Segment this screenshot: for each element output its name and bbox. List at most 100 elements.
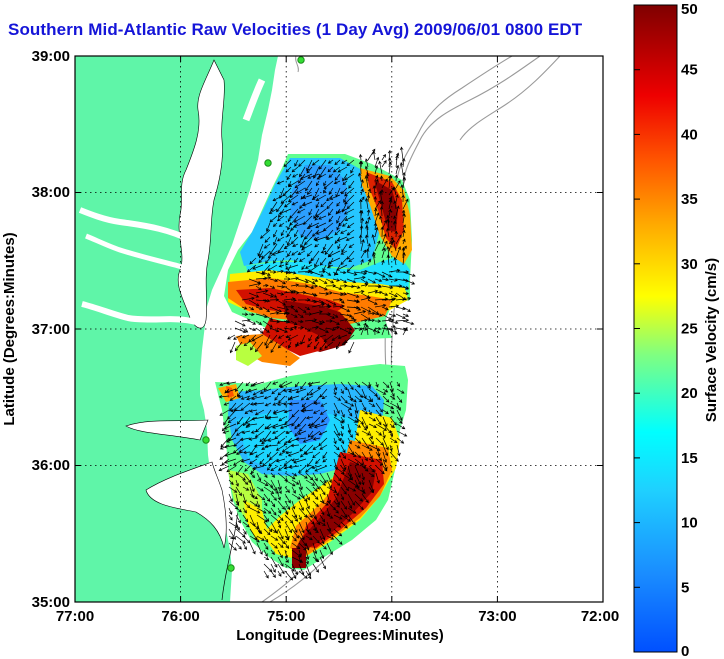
velocity-arrow (340, 437, 345, 445)
velocity-arrow (346, 250, 355, 260)
velocity-arrow (347, 402, 355, 407)
velocity-arrow (381, 292, 389, 296)
velocity-arrow (360, 179, 364, 189)
velocity-arrow (248, 320, 257, 325)
velocity-arrow (227, 416, 237, 424)
velocity-arrow (311, 310, 323, 315)
velocity-arrow (276, 278, 286, 285)
velocity-arrow (251, 416, 265, 421)
velocity-arrow (263, 479, 274, 488)
velocity-arrow (374, 284, 383, 289)
velocity-arrow (263, 486, 275, 495)
velocity-arrow (305, 493, 310, 501)
velocity-arrow (256, 472, 262, 482)
velocity-arrow (325, 319, 334, 323)
velocity-arrow (276, 180, 285, 185)
velocity-arrow (375, 472, 380, 484)
velocity-arrow (241, 306, 248, 310)
velocity-arrow (347, 493, 355, 506)
velocity-arrow (358, 234, 363, 245)
velocity-arrow (395, 180, 401, 189)
velocity-arrow (298, 465, 307, 474)
velocity-arrow (374, 226, 379, 238)
velocity-arrow (305, 556, 309, 565)
velocity-arrow (265, 409, 272, 419)
velocity-arrow (395, 313, 406, 319)
colorbar-tick-label: 5 (681, 579, 689, 596)
velocity-arrow (223, 444, 237, 449)
velocity-arrow (394, 230, 398, 238)
velocity-arrow (259, 458, 265, 465)
velocity-arrow (364, 175, 369, 189)
velocity-arrow (318, 285, 328, 291)
velocity-arrow (374, 313, 383, 317)
velocity-arrow (382, 409, 389, 415)
velocity-arrow (359, 209, 363, 224)
x-tick-label: 74:00 (373, 608, 411, 625)
velocity-arrow (298, 570, 308, 579)
velocity-arrow (242, 514, 249, 523)
velocity-arrow (292, 173, 299, 178)
velocity-arrow (305, 395, 314, 400)
velocity-arrow (359, 198, 363, 210)
velocity-arrow (346, 327, 353, 331)
velocity-arrow (296, 208, 306, 214)
velocity-arrow (278, 451, 286, 456)
y-axis-label: Latitude (Degrees:Minutes) (1, 232, 18, 425)
velocity-arrow (333, 451, 342, 458)
velocity-arrow (374, 303, 387, 308)
velocity-arrow (315, 334, 327, 339)
velocity-arrow (229, 395, 237, 401)
velocity-arrow (228, 493, 233, 503)
velocity-arrow (299, 451, 307, 458)
velocity-arrow (340, 507, 348, 518)
velocity-arrow (306, 388, 314, 397)
velocity-arrow (235, 486, 242, 497)
velocity-arrow (306, 250, 313, 257)
velocity-arrow (252, 264, 264, 270)
velocity-arrow (382, 437, 389, 451)
velocity-arrow (347, 472, 353, 481)
velocity-arrow (290, 283, 300, 287)
velocity-arrow (316, 173, 327, 180)
velocity-arrow (236, 430, 244, 436)
velocity-arrow (336, 222, 341, 231)
velocity-arrow (348, 243, 355, 248)
velocity-arrow (312, 514, 321, 526)
velocity-arrow (248, 437, 258, 441)
velocity-arrow (270, 570, 276, 578)
velocity-arrow (340, 416, 345, 423)
velocity-arrow (319, 507, 325, 516)
velocity-arrow (256, 500, 261, 509)
velocity-arrow (264, 402, 272, 407)
velocity-arrow (290, 271, 297, 275)
velocity-arrow (327, 208, 334, 216)
velocity-arrow (339, 270, 347, 275)
velocity-arrow (256, 507, 267, 514)
velocity-arrow (344, 173, 355, 181)
velocity-arrow (361, 444, 373, 451)
velocity-arrow (340, 381, 348, 391)
velocity-arrow (367, 289, 379, 294)
velocity-arrow (236, 388, 244, 397)
velocity-arrow (395, 154, 399, 168)
velocity-arrow (298, 493, 308, 502)
bathymetry-contour-north (295, 56, 299, 73)
colorbar-tick-label: 40 (681, 126, 698, 143)
velocity-arrow (311, 271, 324, 277)
velocity-arrow (402, 297, 412, 301)
velocity-arrow (386, 326, 390, 336)
velocity-arrow (319, 472, 327, 484)
velocity-arrow (401, 209, 406, 217)
velocity-arrow (292, 222, 306, 228)
velocity-arrow (276, 269, 285, 274)
velocity-arrow (326, 535, 335, 540)
velocity-arrow (389, 444, 393, 452)
velocity-arrow (305, 528, 312, 536)
velocity-arrow (290, 306, 299, 313)
velocity-arrow (300, 194, 306, 200)
velocity-arrow (341, 341, 348, 346)
velocity-arrow (270, 507, 277, 516)
velocity-arrow (224, 458, 237, 464)
velocity-arrow (365, 220, 369, 231)
